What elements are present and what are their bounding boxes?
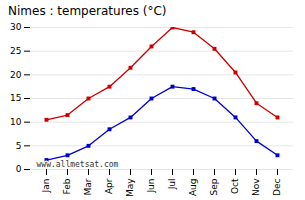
- svg-text:May: May: [125, 178, 135, 197]
- svg-text:0: 0: [16, 164, 22, 174]
- svg-text:www.allmetsat.com: www.allmetsat.com: [37, 160, 119, 169]
- svg-text:Oct: Oct: [230, 178, 240, 194]
- svg-text:Sep: Sep: [209, 178, 219, 195]
- svg-text:30: 30: [10, 22, 22, 32]
- svg-text:Feb: Feb: [62, 178, 72, 194]
- svg-text:Mar: Mar: [83, 178, 93, 195]
- svg-text:Apr: Apr: [104, 178, 114, 194]
- svg-text:25: 25: [10, 46, 21, 56]
- svg-text:Dec: Dec: [272, 178, 282, 195]
- svg-text:15: 15: [10, 93, 21, 103]
- svg-text:Aug: Aug: [188, 179, 198, 197]
- svg-text:20: 20: [10, 70, 22, 80]
- svg-text:Jul: Jul: [167, 179, 177, 191]
- svg-text:5: 5: [16, 141, 22, 151]
- svg-text:10: 10: [10, 117, 22, 127]
- svg-text:Jan: Jan: [41, 179, 51, 194]
- html-text:Nimes : temperatures (°C): Nimes : temperatures (°C): [8, 4, 167, 18]
- svg-text:Jun: Jun: [146, 179, 156, 194]
- svg-text:Nov: Nov: [251, 178, 261, 196]
